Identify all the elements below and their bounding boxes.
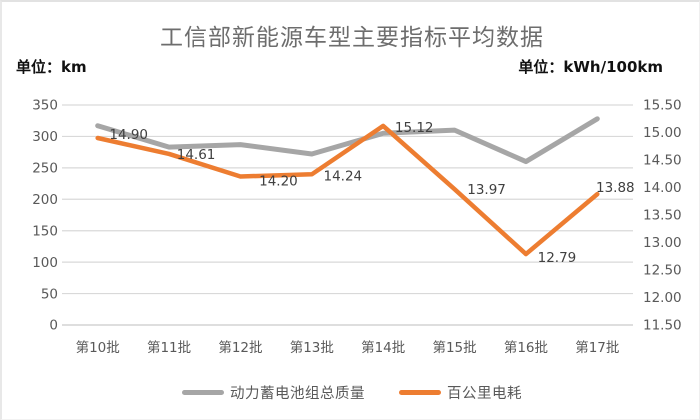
data-label: 14.90 — [109, 127, 148, 143]
left-axis-tick: 50 — [41, 286, 58, 302]
chart-legend: 动力蓄电池组总质量 百公里电耗 — [2, 382, 699, 403]
battery-mass-line-swatch — [182, 390, 224, 395]
category-label: 第15批 — [432, 339, 476, 356]
left-axis-tick: 150 — [32, 223, 58, 239]
category-label: 第13批 — [290, 339, 334, 356]
left-axis-ticks: 350 300 250 200 150 100 50 0 — [32, 98, 58, 334]
legend-label-battery-mass: 动力蓄电池组总质量 — [230, 386, 365, 402]
left-axis-tick: 100 — [32, 255, 58, 271]
data-label: 14.24 — [323, 168, 362, 184]
left-axis-tick: 200 — [32, 192, 58, 208]
left-axis-tick: 300 — [32, 129, 58, 145]
data-labels: 14.90 14.61 14.20 14.24 15.12 13.97 12.79 13.88 — [109, 120, 634, 266]
right-axis-tick: 12.50 — [643, 263, 682, 279]
right-axis-ticks: 15.50 15.00 14.50 14.00 13.50 13.00 12.50 12.00… — [643, 98, 682, 334]
left-axis-tick: 0 — [49, 318, 58, 334]
legend-label-energy-consumption: 百公里电耗 — [447, 386, 522, 402]
data-label: 14.61 — [177, 147, 216, 163]
gridlines — [62, 104, 633, 326]
left-axis-tick: 250 — [32, 161, 58, 177]
right-axis-tick: 15.50 — [643, 98, 682, 114]
category-label: 第12批 — [218, 339, 262, 356]
right-axis-tick: 13.50 — [643, 208, 682, 224]
legend-item-energy-consumption[interactable]: 百公里电耗 — [399, 382, 522, 403]
series-line-battery-mass — [95, 116, 600, 165]
data-label: 15.12 — [395, 120, 434, 136]
right-axis-tick: 15.00 — [643, 125, 682, 141]
right-axis-unit-label: 单位：kWh/100km — [518, 58, 663, 76]
category-label: 第14批 — [361, 339, 405, 356]
chart-title: 工信部新能源车型主要指标平均数据 — [160, 25, 544, 51]
category-label: 第16批 — [504, 339, 548, 356]
data-label: 13.88 — [596, 180, 635, 196]
right-axis-tick: 11.50 — [643, 318, 682, 334]
category-label: 第11批 — [147, 339, 191, 356]
legend-item-battery-mass[interactable]: 动力蓄电池组总质量 — [182, 382, 365, 403]
data-label: 12.79 — [538, 250, 577, 266]
right-axis-tick: 14.00 — [643, 180, 682, 196]
data-label: 14.20 — [259, 174, 298, 190]
category-label: 第10批 — [76, 339, 120, 356]
left-axis-tick: 350 — [32, 98, 58, 114]
series-line-energy-consumption — [95, 123, 600, 257]
data-label: 13.97 — [467, 182, 506, 198]
right-axis-tick: 12.00 — [643, 290, 682, 306]
category-axis-labels: 第10批 第11批 第12批 第13批 第14批 第15批 第16批 第17批 — [76, 339, 620, 356]
energy-consumption-line-swatch — [399, 390, 441, 395]
right-axis-tick: 14.50 — [643, 153, 682, 169]
left-axis-unit-label: 单位：km — [16, 58, 87, 76]
category-label: 第17批 — [575, 339, 619, 356]
right-axis-tick: 13.00 — [643, 235, 682, 251]
